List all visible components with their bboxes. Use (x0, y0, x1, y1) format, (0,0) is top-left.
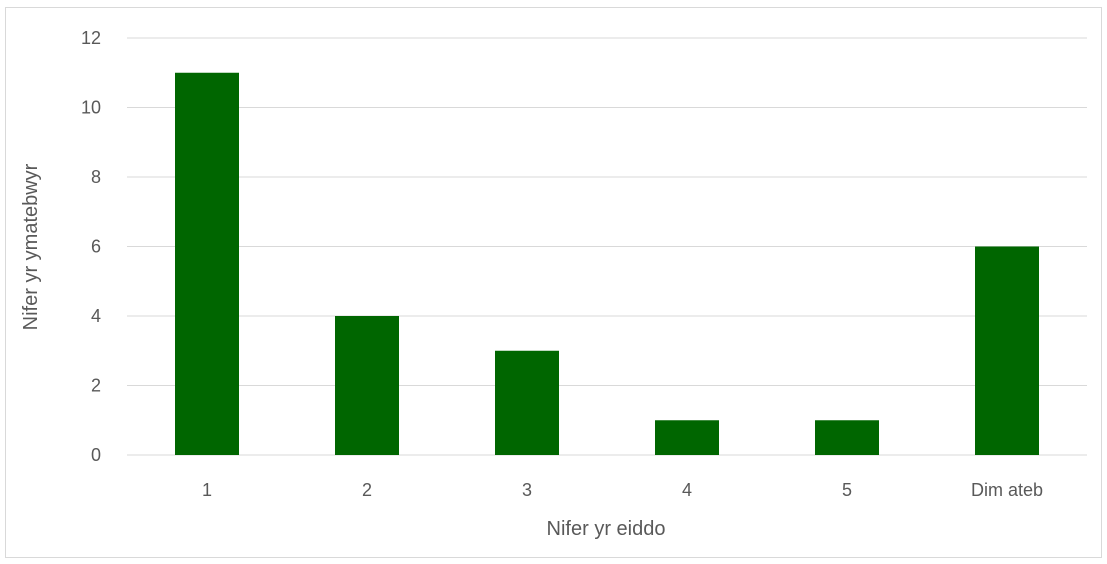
y-tick-label: 4 (91, 306, 101, 326)
x-tick-label: Dim ateb (971, 480, 1043, 500)
y-tick-label: 0 (91, 445, 101, 465)
x-tick-label: 4 (682, 480, 692, 500)
y-tick-label: 6 (91, 237, 101, 257)
gridlines (127, 37, 1087, 456)
x-tick-label: 2 (362, 480, 372, 500)
x-axis-title: Nifer yr eiddo (547, 518, 666, 540)
x-tick-label: 3 (522, 480, 532, 500)
y-tick-label: 10 (81, 98, 101, 118)
y-tick-label: 8 (91, 167, 101, 187)
bar (175, 72, 239, 455)
y-tick-labels: 0 2 4 6 8 10 12 (81, 28, 101, 465)
y-axis-title: Nifer yr ymatebwyr (20, 163, 42, 330)
bar (495, 350, 559, 455)
bar (655, 420, 719, 455)
bar (975, 246, 1039, 455)
y-tick-label: 2 (91, 376, 101, 396)
y-tick-label: 12 (81, 28, 101, 48)
bar (815, 420, 879, 455)
x-tick-label: 5 (842, 480, 852, 500)
bars (175, 72, 1039, 455)
x-tick-label: 1 (202, 480, 212, 500)
bar (335, 316, 399, 455)
x-tick-labels: 1 2 3 4 5 Dim ateb (202, 480, 1043, 500)
